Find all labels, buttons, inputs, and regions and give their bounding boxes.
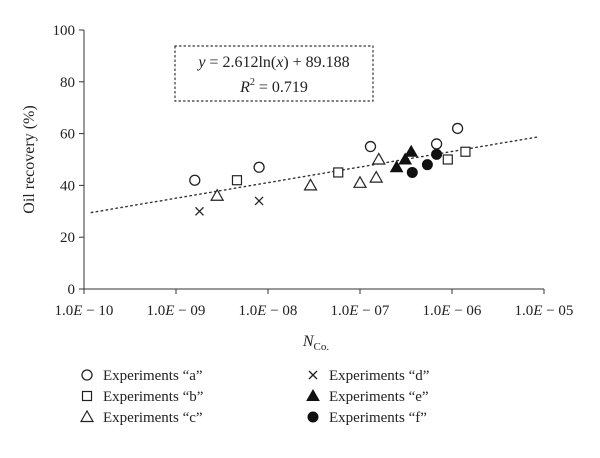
legend-item: Experiments “e” <box>306 388 429 405</box>
trendline <box>90 135 541 214</box>
data-point <box>303 178 318 191</box>
marker-shape <box>431 148 443 160</box>
data-point <box>210 188 225 201</box>
x-tick-label: 1.0E − 08 <box>239 303 298 319</box>
x-axis-title: NCo. <box>302 333 330 353</box>
y-axis-title: Oil recovery (%) <box>21 105 38 213</box>
marker-shape <box>306 388 320 401</box>
legend-item: Experiments “a” <box>81 368 203 384</box>
data-point <box>254 196 264 206</box>
marker-shape <box>406 166 418 178</box>
x-tick-label: 1.0E − 05 <box>515 303 574 319</box>
data-point <box>406 166 418 178</box>
y-tick-label: 100 <box>53 23 76 39</box>
legend-item: Experiments “d” <box>308 368 429 384</box>
marker-shape <box>210 188 225 201</box>
y-tick-label: 0 <box>68 282 76 298</box>
marker-shape <box>451 122 464 135</box>
equation-text: y = 2.612ln(x) + 89.188 <box>196 54 349 71</box>
x-tick-label: 1.0E − 10 <box>55 303 114 319</box>
legend-label: Experiments “a” <box>103 368 203 384</box>
marker-shape <box>430 138 443 150</box>
marker-shape <box>303 178 318 191</box>
series-0 <box>189 122 464 186</box>
x-tick-label: 1.0E − 06 <box>423 303 482 319</box>
marker-shape <box>81 390 93 402</box>
legend-label: Experiments “f” <box>329 410 427 426</box>
marker-shape <box>189 174 201 186</box>
legend-label: Experiments “e” <box>329 389 429 405</box>
marker-shape <box>79 409 95 423</box>
series-3 <box>195 196 264 216</box>
marker-shape <box>460 146 471 157</box>
data-point <box>431 148 443 160</box>
x-tick-label: 1.0E − 07 <box>331 303 390 319</box>
data-point <box>371 152 386 165</box>
legend-item: Experiments “f” <box>307 410 427 426</box>
legend-item: Experiments “b” <box>81 389 203 405</box>
equation-annotation: y = 2.612ln(x) + 89.188 R2 = 0.719 <box>174 45 374 102</box>
data-point <box>333 167 344 178</box>
legend: Experiments “a” Experiments “b” Experiment… <box>79 368 429 426</box>
marker-shape <box>352 175 368 188</box>
data-point <box>231 175 243 186</box>
legend-label: Experiments “c” <box>103 410 203 426</box>
marker-shape <box>364 140 377 153</box>
legend-label: Experiments “d” <box>329 368 429 384</box>
data-point <box>364 140 377 153</box>
marker-shape <box>389 160 404 173</box>
r-squared-text: R2 = 0.719 <box>239 77 308 96</box>
data-point <box>451 122 464 135</box>
data-point <box>352 175 368 188</box>
marker-shape <box>307 411 319 423</box>
y-tick-label: 40 <box>60 178 75 194</box>
axes: 0 20 40 60 80 100 1.0E − 10 1.0E − 09 1.0E − 08 1… <box>21 23 573 353</box>
data-point <box>430 138 443 150</box>
y-tick-label: 80 <box>60 75 75 91</box>
marker-shape <box>442 154 453 165</box>
marker-stroke <box>308 370 318 380</box>
series-5 <box>406 148 443 178</box>
legend-marker <box>306 388 320 401</box>
equation-box <box>174 45 374 102</box>
marker-shape <box>371 152 386 165</box>
marker-stroke <box>195 206 204 216</box>
legend-item: Experiments “c” <box>79 409 203 426</box>
legend-marker <box>81 369 93 381</box>
data-point <box>389 160 404 173</box>
marker-shape <box>369 170 384 183</box>
marker-shape <box>404 144 419 157</box>
data-points <box>189 122 471 216</box>
data-point <box>195 206 204 216</box>
data-point <box>189 174 201 186</box>
data-point <box>460 146 471 157</box>
legend-marker <box>79 409 95 423</box>
y-tick-label: 20 <box>60 230 75 246</box>
data-point <box>253 161 265 173</box>
series-4 <box>389 144 419 173</box>
marker-stroke <box>254 196 264 206</box>
data-point <box>421 159 433 171</box>
marker-shape <box>81 369 93 381</box>
y-tick-label: 60 <box>60 127 75 143</box>
series-1 <box>231 146 471 186</box>
legend-label: Experiments “b” <box>103 389 203 405</box>
data-point <box>442 154 453 165</box>
data-point <box>398 152 413 165</box>
marker-shape <box>398 152 413 165</box>
data-point <box>404 144 419 157</box>
legend-marker <box>307 411 319 423</box>
legend-marker <box>81 390 93 402</box>
marker-shape <box>253 161 265 173</box>
marker-shape <box>421 159 433 171</box>
series-2 <box>210 152 386 201</box>
marker-shape <box>231 175 243 186</box>
marker-shape <box>333 167 344 178</box>
data-point <box>369 170 384 183</box>
trendline-path <box>90 135 541 214</box>
x-tick-label: 1.0E − 09 <box>147 303 206 319</box>
legend-marker <box>308 370 318 380</box>
